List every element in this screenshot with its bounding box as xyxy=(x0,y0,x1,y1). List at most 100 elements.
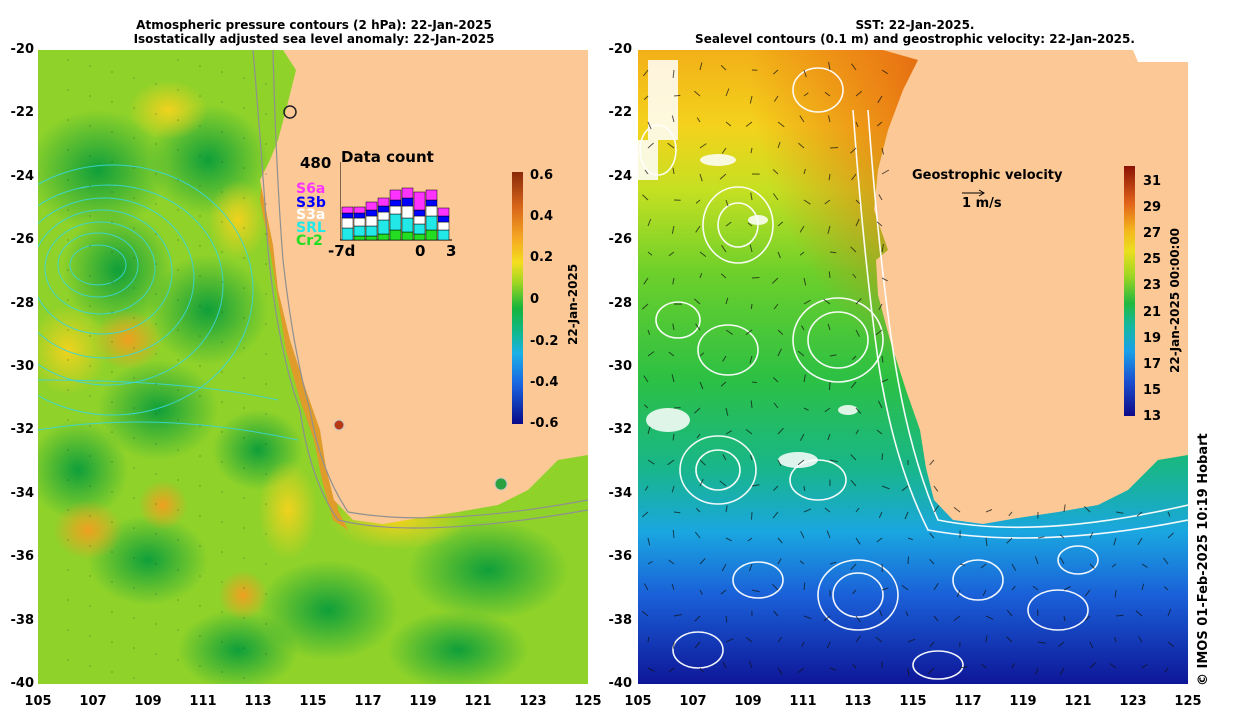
velocity-arrow xyxy=(693,90,701,97)
velocity-arrow xyxy=(850,479,857,487)
track-dot xyxy=(243,677,245,679)
track-dot xyxy=(89,635,91,637)
velocity-arrow xyxy=(1059,534,1065,539)
track-dot xyxy=(243,437,245,439)
velocity-arrow xyxy=(699,251,707,257)
velocity-arrow xyxy=(881,485,890,490)
track-dot xyxy=(221,341,223,343)
velocity-arrow xyxy=(876,121,883,127)
track-dot xyxy=(243,587,245,589)
track-dot xyxy=(199,275,201,277)
velocity-arrow xyxy=(850,147,857,154)
velocity-arrow xyxy=(828,62,831,71)
velocity-arrow xyxy=(647,218,652,227)
velocity-arrow xyxy=(1167,641,1175,648)
right-title-line1: SST: 22-Jan-2025. xyxy=(855,18,975,32)
track-dot xyxy=(199,215,201,217)
left-y-tick-10: -40 xyxy=(10,676,35,691)
sst-colorbar-label: 22-Jan-2025 00:00:00 xyxy=(1168,227,1182,373)
velocity-arrow xyxy=(881,378,889,383)
legend-s3b: S3b xyxy=(296,195,326,211)
histogram-segment xyxy=(425,189,438,201)
track-dot xyxy=(155,443,157,445)
track-dot xyxy=(67,539,69,541)
track-dot xyxy=(177,209,179,211)
track-dot xyxy=(199,425,201,427)
track-dot xyxy=(89,485,91,487)
velocity-arrow xyxy=(725,407,729,416)
velocity-arrow xyxy=(694,615,701,622)
velocity-arrow xyxy=(725,88,730,97)
sst-tick-17: 17 xyxy=(1143,357,1162,372)
track-dot xyxy=(221,461,223,463)
track-dot xyxy=(67,329,69,331)
velocity-arrow xyxy=(881,587,889,591)
track-dot xyxy=(111,131,113,133)
velocity-arrow xyxy=(671,583,675,591)
track-dot xyxy=(111,671,113,673)
velocity-arrow xyxy=(1114,589,1117,598)
velocity-arrow xyxy=(855,298,862,305)
track-dot xyxy=(133,647,135,649)
track-dot xyxy=(265,653,267,655)
track-dot xyxy=(177,239,179,241)
track-dot xyxy=(155,503,157,505)
velocity-arrow xyxy=(875,329,883,336)
velocity-arrow xyxy=(772,511,779,519)
track-dot xyxy=(133,497,135,499)
velocity-arrow xyxy=(1006,537,1013,544)
velocity-arrow xyxy=(826,530,831,539)
velocity-arrow xyxy=(907,556,909,565)
left-map[interactable]: 480 Data count S6a S3b S3a SRL Cr2 -7d 0… xyxy=(38,50,588,684)
track-dot xyxy=(111,431,113,433)
velocity-arrow xyxy=(829,561,837,565)
histogram-segment xyxy=(341,212,354,219)
track-dot xyxy=(243,287,245,289)
velocity-arrow xyxy=(725,121,732,127)
histogram-segment xyxy=(413,209,426,217)
velocity-arrow xyxy=(852,663,857,669)
anomaly-tick-3: 0 xyxy=(530,292,540,307)
track-dot xyxy=(89,215,91,217)
velocity-arrow xyxy=(1138,636,1143,643)
legend-s6a: S6a xyxy=(296,181,326,197)
track-dot xyxy=(67,449,69,451)
velocity-arrow xyxy=(772,583,779,591)
sst-tick-21: 21 xyxy=(1143,305,1162,320)
velocity-arrow xyxy=(828,271,831,279)
track-dot xyxy=(199,515,201,517)
left-x-tick-10: 125 xyxy=(574,694,602,709)
velocity-arrow xyxy=(827,115,831,123)
velocity-arrow xyxy=(647,251,653,256)
right-map[interactable]: Geostrophic velocity 1 m/s xyxy=(638,50,1188,684)
velocity-arrow xyxy=(1011,663,1015,669)
track-dot xyxy=(89,665,91,667)
histogram-segment xyxy=(389,229,402,241)
velocity-arrow xyxy=(751,381,758,384)
velocity-arrow xyxy=(725,329,733,335)
velocity-arrow xyxy=(647,329,651,335)
anomaly-colorbar xyxy=(512,172,523,424)
track-dot xyxy=(177,509,179,511)
track-dot xyxy=(133,677,135,679)
track-dot xyxy=(177,629,179,631)
velocity-arrow xyxy=(1141,583,1145,591)
velocity-arrow xyxy=(777,251,781,259)
velocity-arrow xyxy=(797,459,805,466)
velocity-arrow xyxy=(777,558,782,565)
velocity-arrow xyxy=(1167,608,1172,617)
velocity-arrow xyxy=(829,251,837,254)
velocity-arrow xyxy=(1063,585,1071,591)
histogram-segment xyxy=(353,217,366,227)
left-y-tick-1: -22 xyxy=(10,105,35,121)
track-dot xyxy=(199,185,201,187)
velocity-arrow xyxy=(1089,531,1094,539)
velocity-arrow xyxy=(803,199,811,205)
track-dot xyxy=(221,431,223,433)
velocity-arrow xyxy=(748,660,753,669)
velocity-arrow xyxy=(699,381,704,390)
left-x-tick-8: 121 xyxy=(464,694,492,709)
histogram-segment xyxy=(401,205,414,219)
histogram-segment xyxy=(425,215,438,231)
velocity-arrow xyxy=(777,667,783,675)
